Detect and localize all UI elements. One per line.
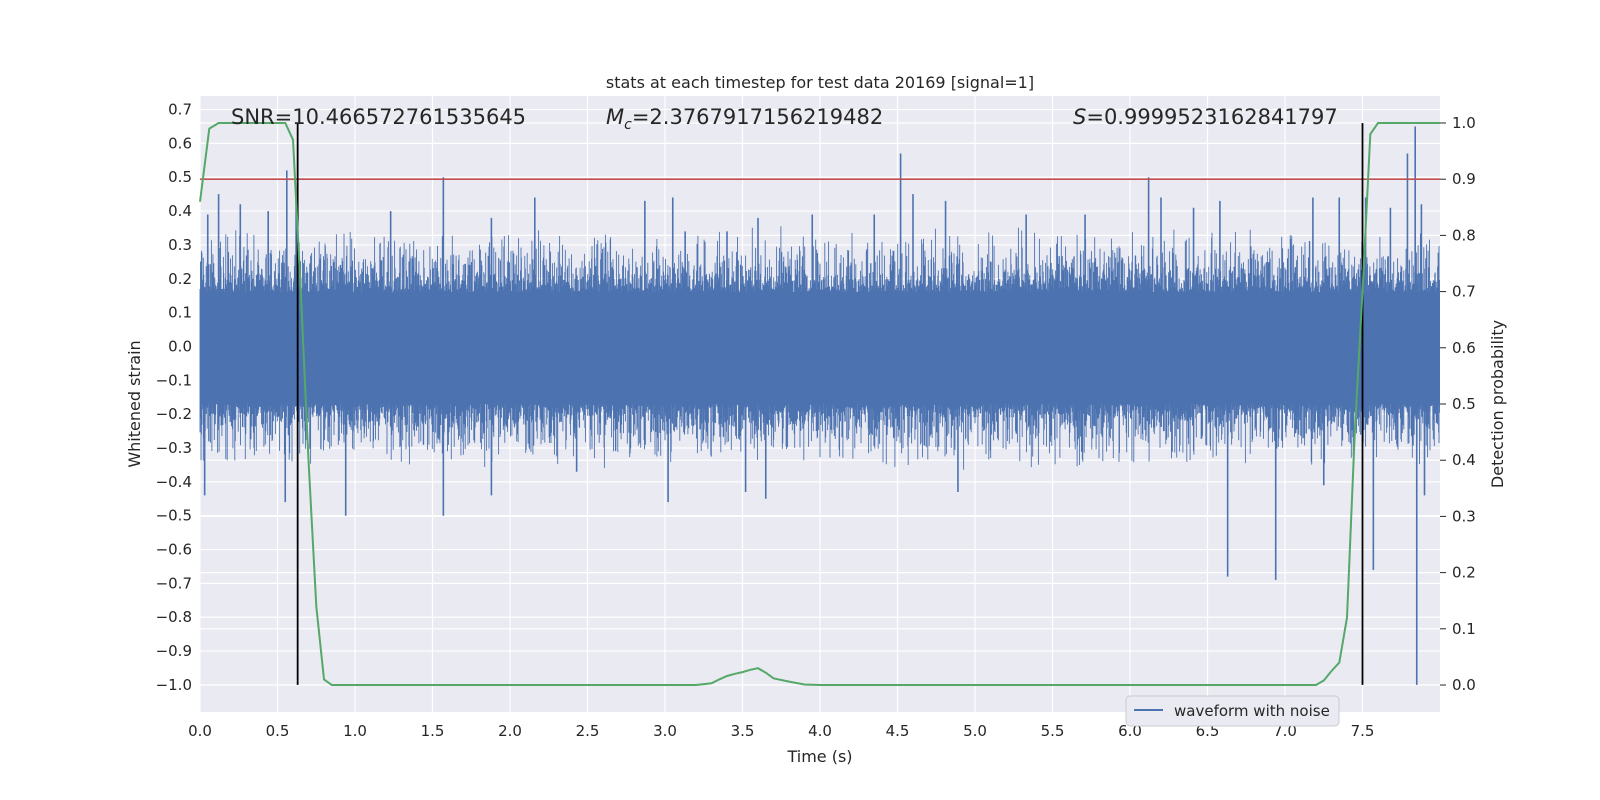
chirp-mass-subscript: c [624, 117, 632, 133]
chirp-mass-symbol: M [606, 105, 624, 129]
x-tick-label: 1.5 [421, 722, 445, 740]
y-tick-label: 0.3 [168, 236, 192, 254]
x-axis-label: Time (s) [786, 747, 852, 766]
waveform-noise [199, 226, 1440, 470]
y2-tick-label: 0.0 [1452, 676, 1476, 694]
y2-tick-label: 1.0 [1452, 114, 1476, 132]
x-tick-label: 7.5 [1351, 722, 1375, 740]
y-axis-label: Whitened strain [125, 340, 144, 467]
y2-tick-label: 0.3 [1452, 507, 1476, 525]
y-tick-label: 0.4 [168, 202, 192, 220]
y2-tick-label: 0.7 [1452, 283, 1476, 301]
x-tick-label: 0.0 [188, 722, 212, 740]
x-tick-label: 4.5 [886, 722, 910, 740]
y-tick-label: −0.2 [156, 405, 192, 423]
x-tick-label: 3.5 [731, 722, 755, 740]
chart-title: stats at each timestep for test data 201… [606, 73, 1034, 92]
s-annotation: S=0.9999523162841797 [1073, 105, 1338, 129]
y-tick-label: −0.4 [156, 473, 192, 491]
x-tick-label: 0.5 [266, 722, 290, 740]
y-tick-label: 0.0 [168, 337, 192, 355]
legend: waveform with noise [1125, 695, 1340, 727]
y2-tick-label: 0.8 [1452, 226, 1476, 244]
y-tick-label: 0.2 [168, 270, 192, 288]
y-tick-label: 0.7 [168, 101, 192, 119]
y-tick-label: 0.1 [168, 304, 192, 322]
y2-tick-label: 0.5 [1452, 395, 1476, 413]
x-tick-label: 2.5 [576, 722, 600, 740]
x-tick-label: 2.0 [498, 722, 522, 740]
probability-line [199, 122, 1440, 686]
y2-ticks: 1.0 0.9 0.8 0.7 0.6 0.5 0.4 0.3 0.2 0.1 0.0 [1440, 114, 1476, 694]
y-ticks: 0.7 0.6 0.5 0.4 0.3 0.2 0.1 0.0 −0.1 −0.2 −0.3 −0.4… [156, 101, 192, 694]
legend-box [1125, 695, 1340, 727]
y-tick-label: −0.8 [156, 608, 192, 626]
chirp-mass-annotation: Mc=2.3767917156219482 [606, 105, 883, 133]
y-tick-label: −0.9 [156, 642, 192, 660]
probability-series [199, 122, 1440, 686]
waveform-series [199, 126, 1440, 685]
legend-entry: waveform with noise [1174, 702, 1330, 720]
x-tick-label: 3.0 [653, 722, 677, 740]
y-tick-label: −0.7 [156, 574, 192, 592]
y2-axis-label: Detection probability [1488, 320, 1507, 488]
y-tick-label: −0.1 [156, 371, 192, 389]
chirp-mass-value: =2.3767917156219482 [632, 105, 883, 129]
x-tick-label: 1.0 [343, 722, 367, 740]
y2-tick-label: 0.1 [1452, 620, 1476, 638]
y-tick-label: −1.0 [156, 676, 192, 694]
x-tick-label: 4.0 [808, 722, 832, 740]
snr-annotation: SNR=10.466572761535645 [231, 105, 526, 129]
y-tick-label: 0.5 [168, 168, 192, 186]
y2-tick-label: 0.9 [1452, 170, 1476, 188]
y-tick-label: −0.5 [156, 507, 192, 525]
s-value: =0.9999523162841797 [1086, 105, 1337, 129]
y2-tick-label: 0.2 [1452, 564, 1476, 582]
y-tick-label: −0.6 [156, 541, 192, 559]
x-tick-label: 5.0 [963, 722, 987, 740]
y-tick-label: 0.6 [168, 134, 192, 152]
y2-tick-label: 0.4 [1452, 451, 1476, 469]
y-tick-label: −0.3 [156, 439, 192, 457]
x-tick-label: 5.5 [1041, 722, 1065, 740]
s-symbol: S [1073, 105, 1086, 129]
y2-tick-label: 0.6 [1452, 339, 1476, 357]
